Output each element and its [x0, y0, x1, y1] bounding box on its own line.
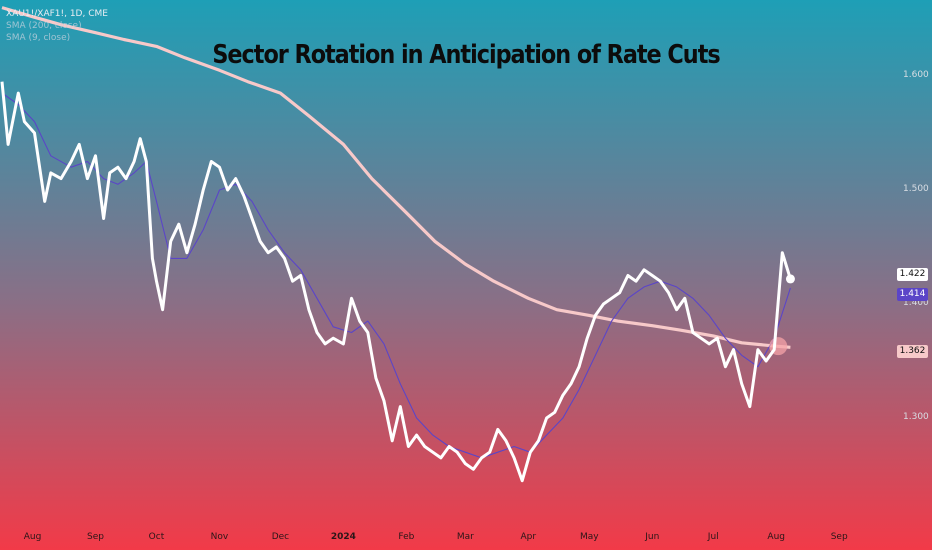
x-tick-label: Aug — [767, 532, 785, 542]
legend-sma9[interactable]: SMA (9, close) — [6, 33, 71, 43]
price-badge: 1.422 — [897, 267, 928, 281]
x-tick-label: Nov — [210, 532, 229, 542]
x-tick-label: Jul — [707, 532, 719, 542]
legend-symbol[interactable]: XAU1!/XAF1!, 1D, CME — [6, 9, 108, 19]
chart-title: Sector Rotation in Anticipation of Rate … — [212, 40, 720, 70]
sma9-line[interactable] — [1, 92, 791, 459]
series-layer — [0, 6, 795, 483]
x-tick-label: Aug — [23, 532, 42, 542]
y-tick-label: 1.600 — [903, 70, 929, 80]
sma9-badge: 1.414 — [897, 288, 928, 302]
chart-legend: XAU1!/XAF1!, 1D, CME SMA (200, close) SM… — [6, 8, 108, 44]
x-tick-label: 2024 — [330, 532, 356, 542]
x-tick-label: May — [579, 532, 599, 542]
x-tick-label: Oct — [148, 532, 165, 542]
x-tick-label: Dec — [271, 532, 290, 542]
x-tick-label: Feb — [398, 532, 415, 542]
legend-sma200[interactable]: SMA (200, close) — [6, 21, 82, 31]
x-tick-label: Jun — [645, 532, 660, 542]
x-tick-label: Sep — [87, 532, 104, 542]
y-tick-label: 1.400 — [903, 298, 929, 308]
sma200-badge: 1.362 — [897, 345, 928, 359]
last-price-point[interactable] — [785, 274, 795, 284]
price-line[interactable] — [0, 81, 792, 483]
y-tick-label: 1.300 — [903, 412, 929, 422]
x-tick-label: Apr — [520, 532, 537, 542]
x-tick-label: Mar — [456, 532, 474, 542]
sma200-line[interactable] — [1, 6, 791, 349]
x-tick-label: Sep — [830, 532, 848, 542]
y-tick-label: 1.500 — [903, 184, 929, 194]
